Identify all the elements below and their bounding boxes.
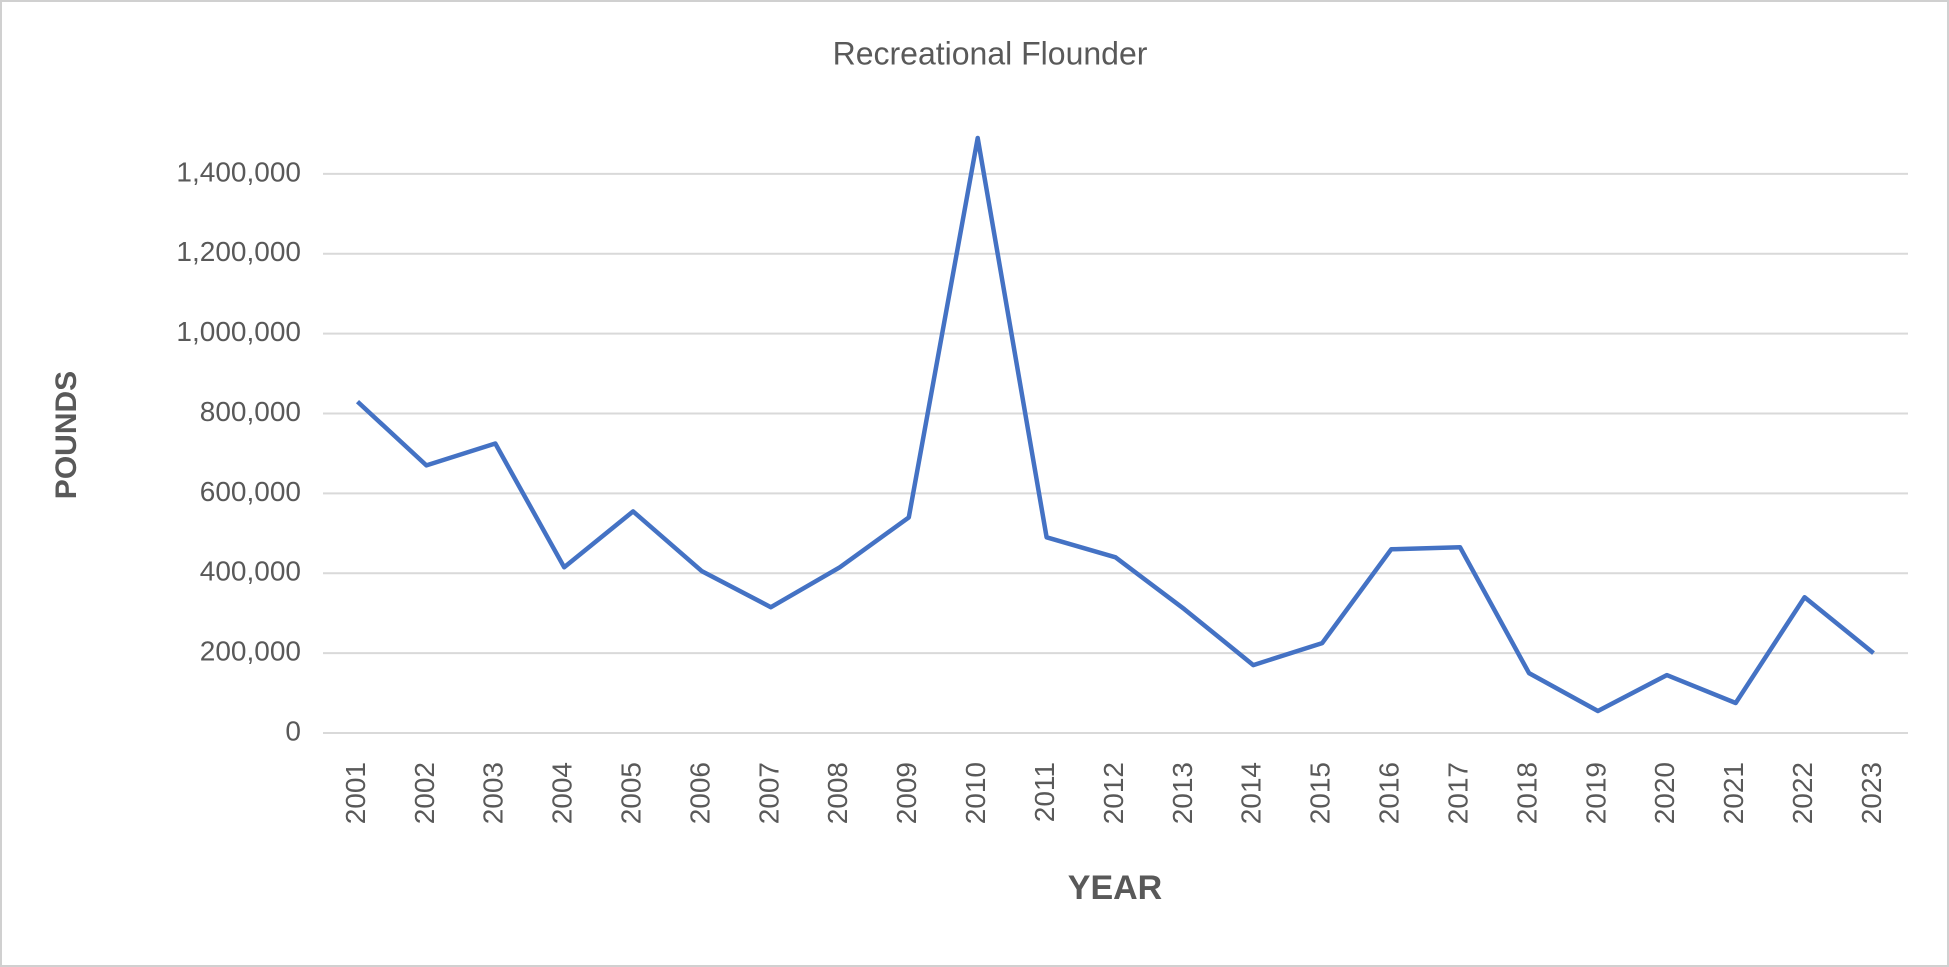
x-tick-label: 2009 xyxy=(891,762,922,824)
x-tick-label: 2017 xyxy=(1442,762,1473,824)
x-tick-label: 2016 xyxy=(1374,762,1405,824)
y-tick-label: 1,200,000 xyxy=(176,236,301,267)
x-tick-label: 2001 xyxy=(340,762,371,824)
x-tick-label: 2007 xyxy=(753,762,784,824)
y-axis-title: POUNDS xyxy=(50,371,83,499)
x-tick-label: 2022 xyxy=(1787,762,1818,824)
y-tick-label: 200,000 xyxy=(200,636,301,667)
x-tick-label: 2004 xyxy=(547,762,578,824)
x-tick-label: 2008 xyxy=(822,762,853,824)
chart-title: Recreational Flounder xyxy=(833,35,1148,71)
y-tick-label: 1,400,000 xyxy=(176,156,301,187)
x-tick-label: 2010 xyxy=(960,762,991,824)
x-tick-label: 2013 xyxy=(1167,762,1198,824)
x-tick-label: 2021 xyxy=(1718,762,1749,824)
y-tick-label: 0 xyxy=(285,715,301,746)
data-line xyxy=(355,135,1875,714)
x-tick-label: 2012 xyxy=(1098,762,1129,824)
y-tick-label: 800,000 xyxy=(200,396,301,427)
y-tick-label: 400,000 xyxy=(200,556,301,587)
x-axis-title: YEAR xyxy=(1068,869,1162,907)
x-tick-label: 2019 xyxy=(1580,762,1611,824)
x-tick-label: 2015 xyxy=(1305,762,1336,824)
x-tick-label: 2020 xyxy=(1649,762,1680,824)
x-tick-label: 2003 xyxy=(478,762,509,824)
x-tick-label: 2005 xyxy=(615,762,646,824)
y-tick-label: 600,000 xyxy=(200,476,301,507)
x-tick-label: 2011 xyxy=(1029,762,1060,822)
y-tick-label: 1,000,000 xyxy=(176,316,301,347)
x-tick-label: 2014 xyxy=(1236,762,1267,824)
x-tick-label: 2018 xyxy=(1511,762,1542,824)
x-tick-label: 2023 xyxy=(1856,762,1887,824)
x-tick-label: 2006 xyxy=(684,762,715,824)
x-tick-label: 2002 xyxy=(409,762,440,824)
